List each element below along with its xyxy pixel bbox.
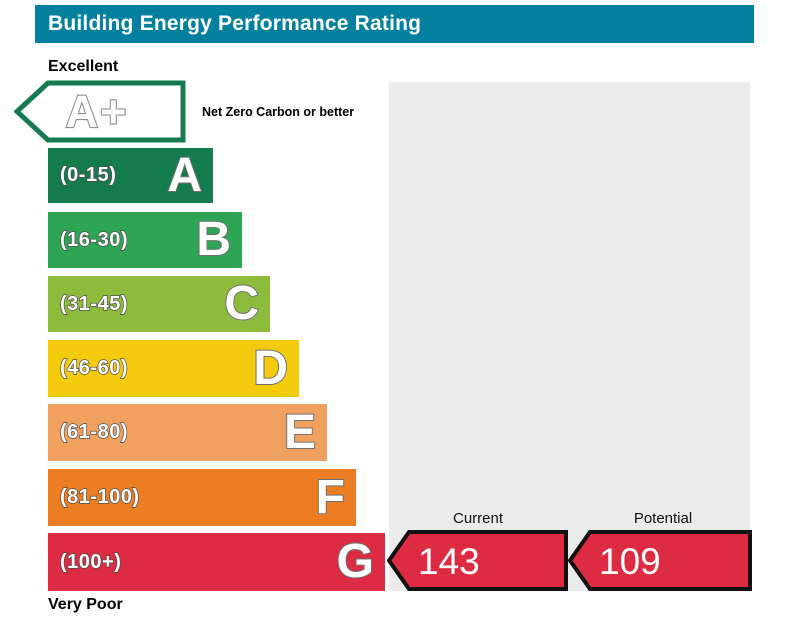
chart-title: Building Energy Performance Rating bbox=[48, 12, 422, 35]
current-rating-value: 143 bbox=[418, 541, 480, 582]
band-b: (16-30) B bbox=[48, 212, 242, 268]
band-d: (46-60) D bbox=[48, 340, 299, 397]
band-c-range: (31-45) bbox=[59, 292, 128, 315]
band-a-range: (0-15) bbox=[59, 163, 117, 186]
scale-top-label: Excellent bbox=[48, 58, 119, 75]
band-g: (100+) G bbox=[48, 533, 385, 591]
net-zero-label: Net Zero Carbon or better bbox=[202, 105, 355, 119]
current-rating-pointer: 143 bbox=[387, 530, 568, 591]
potential-column-label: Potential bbox=[633, 510, 693, 527]
chart-header: Building Energy Performance Rating bbox=[35, 5, 754, 43]
band-c: (31-45) C bbox=[48, 276, 270, 332]
current-pointer-shape bbox=[387, 530, 568, 591]
band-e-range: (61-80) bbox=[59, 420, 128, 443]
band-g-letter: G bbox=[336, 535, 375, 588]
rating-panel-background bbox=[389, 82, 750, 591]
a-plus-badge: A+ bbox=[14, 80, 186, 143]
band-e-letter: E bbox=[283, 405, 317, 459]
band-d-letter: D bbox=[252, 341, 289, 395]
band-f-range: (81-100) bbox=[59, 485, 140, 508]
band-c-letter: C bbox=[223, 277, 260, 330]
potential-pointer-shape bbox=[568, 530, 752, 591]
scale-bottom-label: Very Poor bbox=[48, 596, 123, 613]
band-b-range: (16-30) bbox=[59, 228, 128, 251]
band-d-range: (46-60) bbox=[59, 356, 128, 379]
a-plus-label: A+ bbox=[66, 86, 129, 137]
potential-rating-pointer: 109 bbox=[568, 530, 752, 591]
band-g-range: (100+) bbox=[59, 550, 122, 573]
band-a-letter: A bbox=[166, 148, 203, 202]
band-a: (0-15) A bbox=[48, 148, 213, 203]
band-f: (81-100) F bbox=[48, 469, 356, 526]
band-b-letter: B bbox=[195, 213, 232, 266]
potential-rating-value: 109 bbox=[599, 541, 661, 582]
band-e: (61-80) E bbox=[48, 404, 327, 461]
current-column-label: Current bbox=[452, 510, 504, 527]
band-f-letter: F bbox=[315, 470, 346, 524]
a-plus-arrow-shape bbox=[14, 80, 186, 143]
